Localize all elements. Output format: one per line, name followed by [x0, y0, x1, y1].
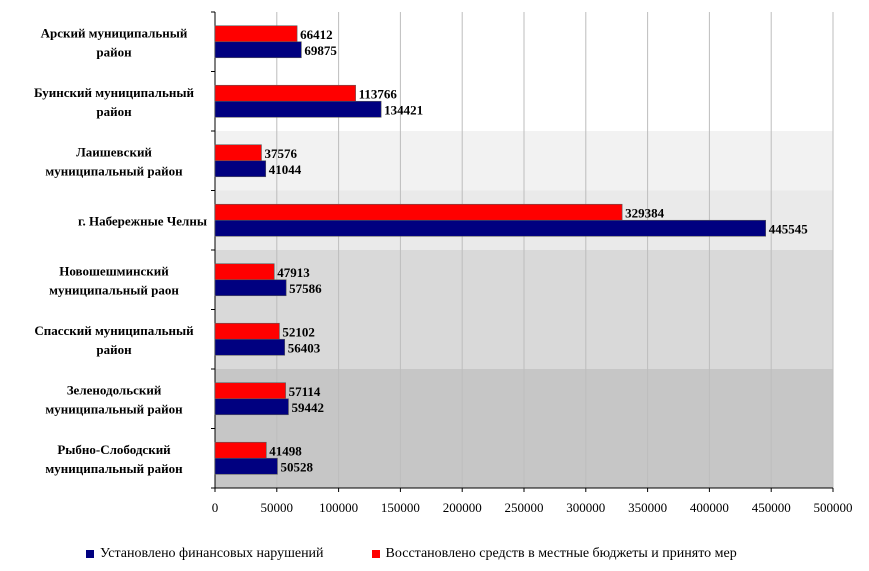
category-label: муниципальный район — [45, 401, 183, 416]
legend-swatch-red — [371, 550, 380, 558]
category-label: муниципальный район — [45, 163, 183, 178]
bar-blue — [214, 457, 278, 475]
data-label-blue: 69875 — [304, 43, 337, 58]
bar-blue — [214, 219, 766, 237]
data-label-red: 52102 — [282, 324, 315, 339]
category-label: муниципальный раон — [49, 282, 179, 297]
bar-red — [214, 144, 262, 162]
x-tick-label: 0 — [212, 500, 219, 515]
bar-red — [214, 382, 286, 400]
x-tick-label: 100000 — [319, 500, 358, 515]
category-label: район — [96, 342, 132, 357]
legend: Установлено финансовых нарушений Восстан… — [86, 544, 737, 564]
category-label: Лаишевский — [76, 144, 152, 159]
bar-blue — [214, 338, 286, 356]
x-tick-label: 400000 — [690, 500, 729, 515]
data-label-blue: 134421 — [384, 102, 423, 117]
legend-label-established: Установлено финансовых нарушений — [100, 546, 324, 561]
category-label: район — [96, 104, 132, 119]
category-label: Буинский муниципальный — [34, 85, 194, 100]
bar-red — [214, 25, 298, 43]
data-label-blue: 50528 — [280, 459, 313, 474]
legend-swatch-blue — [86, 550, 94, 558]
x-tick-label: 450000 — [752, 500, 791, 515]
data-label-red: 47913 — [277, 265, 310, 280]
bar-red — [214, 441, 267, 459]
data-label-blue: 57586 — [289, 281, 322, 296]
category-label: г. Набережные Челны — [78, 213, 207, 228]
data-label-red: 329384 — [625, 205, 665, 220]
data-label-red: 57114 — [289, 384, 321, 399]
x-tick-label: 200000 — [443, 500, 482, 515]
category-label: Спасский муниципальный — [34, 323, 194, 338]
bar-red — [214, 203, 623, 221]
data-label-red: 41498 — [269, 443, 302, 458]
x-tick-label: 50000 — [261, 500, 294, 515]
bar-red — [214, 322, 280, 340]
category-label: муниципальный район — [45, 461, 183, 476]
bar-blue — [214, 41, 302, 59]
x-tick-label: 250000 — [505, 500, 544, 515]
bar-blue — [214, 398, 289, 416]
category-label: Рыбно-Слободский — [57, 442, 171, 457]
x-tick-label: 300000 — [566, 500, 605, 515]
legend-item-established: Установлено финансовых нарушений — [86, 546, 324, 562]
data-label-blue: 445545 — [769, 221, 809, 236]
data-label-blue: 41044 — [269, 162, 302, 177]
bar-blue — [214, 160, 267, 178]
data-label-blue: 59442 — [291, 400, 324, 415]
data-label-red: 37576 — [264, 146, 297, 161]
bar-red — [214, 84, 356, 102]
x-tick-label: 500000 — [814, 500, 853, 515]
legend-item-restored: Восстановлено средств в местные бюджеты … — [371, 546, 737, 562]
x-tick-label: 350000 — [628, 500, 667, 515]
bar-blue — [214, 279, 287, 297]
bar-red — [214, 263, 275, 281]
data-label-red: 66412 — [300, 27, 333, 42]
category-label: Новошешминский — [59, 263, 169, 278]
legend-label-restored: Восстановлено средств в местные бюджеты … — [385, 546, 737, 561]
category-label: район — [96, 44, 132, 59]
category-label: Зеленодольский — [67, 382, 162, 397]
data-label-blue: 56403 — [288, 340, 321, 355]
data-label-red: 113766 — [359, 86, 398, 101]
category-label: Арский муниципальный — [41, 25, 188, 40]
bar-blue — [214, 100, 382, 118]
x-tick-label: 150000 — [381, 500, 420, 515]
